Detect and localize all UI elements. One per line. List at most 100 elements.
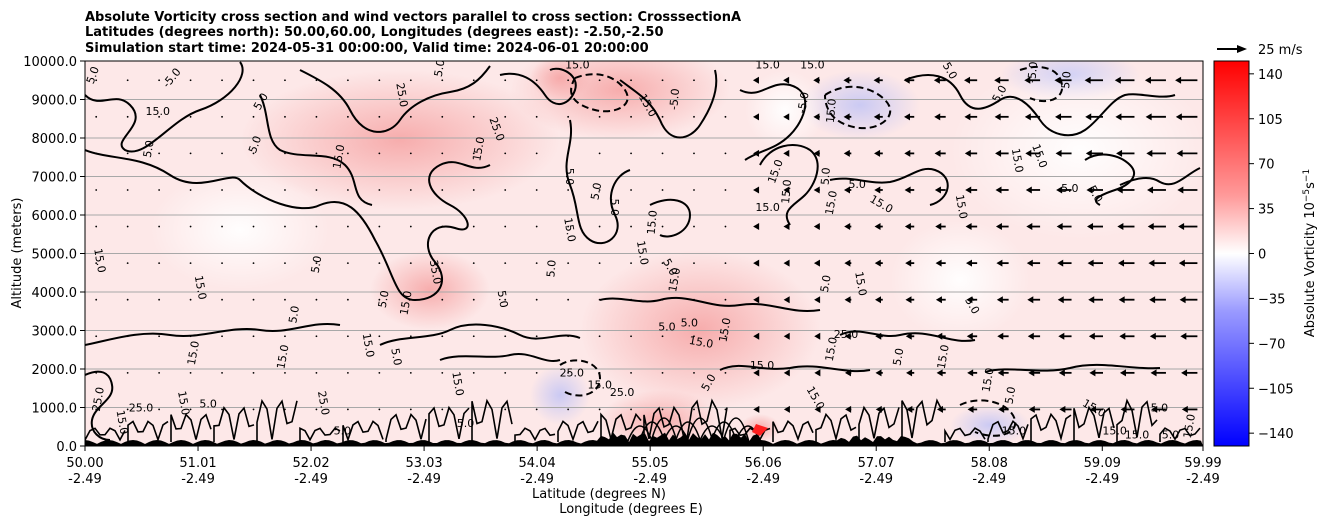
contour-line bbox=[599, 296, 821, 312]
wind-vector-head bbox=[783, 223, 790, 231]
wind-vector-head bbox=[1024, 113, 1031, 121]
wind-vector-head bbox=[1118, 259, 1125, 267]
colorbar-ticks: 140 105 70 35 0 −35 −70 −105 −140 bbox=[1249, 68, 1294, 442]
shade-region bbox=[950, 61, 1203, 240]
wind-vector-head bbox=[843, 149, 850, 157]
colorbar-tick-label: 0 bbox=[1258, 248, 1266, 263]
wind-vector-head bbox=[934, 186, 941, 194]
wind-vector-head bbox=[904, 149, 911, 157]
wind-vector bbox=[472, 298, 475, 301]
wind-vector-head bbox=[753, 296, 760, 304]
wind-vector bbox=[504, 115, 507, 118]
wind-vector-head bbox=[997, 332, 1004, 340]
contour-label: 5.0 bbox=[286, 305, 302, 324]
wind-vector bbox=[472, 189, 475, 191]
wind-vector bbox=[693, 298, 695, 301]
wind-vector bbox=[535, 115, 538, 118]
wind-vector bbox=[535, 225, 538, 228]
y-tick-label: 8000.0 bbox=[32, 132, 78, 147]
wind-vector bbox=[504, 262, 507, 265]
wind-vector bbox=[158, 79, 161, 82]
wind-vector bbox=[346, 189, 349, 191]
colorbar-tick-label: −140 bbox=[1258, 427, 1294, 442]
wind-vector bbox=[158, 335, 161, 338]
surface-contour-line bbox=[514, 427, 556, 442]
wind-vector-head bbox=[1118, 296, 1125, 304]
wind-vector bbox=[567, 408, 570, 411]
surface-contour-line bbox=[944, 427, 986, 442]
contour-label: 5.0 bbox=[246, 134, 264, 155]
wind-vector bbox=[95, 371, 98, 374]
surface-contour-line bbox=[557, 420, 599, 442]
contour-label: 25.0 bbox=[610, 386, 635, 399]
wind-vector bbox=[284, 371, 286, 374]
wind-vector-head bbox=[994, 113, 1001, 121]
wind-vector bbox=[346, 225, 349, 228]
wind-vector bbox=[126, 189, 129, 191]
contour-label: 15.0 bbox=[330, 143, 347, 169]
wind-vector-head bbox=[813, 186, 820, 194]
wind-vector-head bbox=[1178, 223, 1185, 231]
wind-vector-head bbox=[783, 259, 790, 267]
wind-vector bbox=[598, 115, 601, 118]
wind-vector bbox=[724, 225, 727, 228]
wind-vector bbox=[661, 335, 664, 338]
y-tick-label: 3000.0 bbox=[32, 325, 78, 340]
wind-vector bbox=[630, 79, 632, 82]
contour-label: 5.0 bbox=[588, 182, 604, 201]
contour-label: 15.0 bbox=[1125, 428, 1150, 441]
contour-label: 5.0 bbox=[1059, 71, 1073, 90]
wind-vector-head bbox=[753, 405, 760, 413]
wind-vector bbox=[378, 371, 381, 374]
wind-vector-head bbox=[753, 369, 760, 377]
wind-vector-head bbox=[1058, 369, 1065, 377]
wind-vector bbox=[252, 189, 255, 191]
wind-vector bbox=[409, 371, 412, 374]
surface-contour-line bbox=[256, 398, 298, 442]
x-tick-label-lat: 55.05 bbox=[632, 456, 669, 471]
wind-vector bbox=[252, 152, 255, 155]
x-tick-label-lon: -2.49 bbox=[520, 472, 554, 487]
y-tick-label: 0.0 bbox=[56, 440, 77, 455]
colorbar-tick-label: −35 bbox=[1258, 292, 1285, 307]
wind-vector bbox=[378, 189, 381, 191]
wind-vector bbox=[504, 152, 507, 155]
wind-vector-head bbox=[1056, 186, 1063, 194]
surface-contour-line bbox=[1159, 427, 1201, 442]
wind-vector-head bbox=[1151, 405, 1158, 413]
wind-vector bbox=[378, 152, 381, 155]
wind-vector-head bbox=[783, 332, 790, 340]
wind-vector bbox=[724, 262, 727, 265]
y-tick-label: 7000.0 bbox=[32, 171, 78, 186]
wind-vector bbox=[441, 189, 444, 191]
y-tick-label: 2000.0 bbox=[32, 363, 78, 378]
wind-vector bbox=[252, 115, 255, 118]
wind-vector-head bbox=[753, 113, 760, 121]
contour-label: 5.0 bbox=[891, 347, 907, 366]
contour-label: 25.0 bbox=[560, 367, 585, 380]
wind-vector-head bbox=[903, 76, 910, 84]
contour-line bbox=[85, 370, 114, 441]
wind-vector bbox=[724, 408, 727, 411]
wind-vector-head bbox=[1178, 259, 1185, 267]
wind-vector bbox=[346, 335, 349, 338]
surface-contour-line bbox=[342, 420, 384, 443]
contour-label: 15.0 bbox=[823, 190, 840, 216]
wind-vector-head bbox=[1179, 296, 1186, 304]
wind-vector-head bbox=[994, 76, 1001, 84]
x-tick-label-lon: -2.49 bbox=[294, 472, 328, 487]
colorbar-label: Absolute Vorticity 10−5s−1 bbox=[1302, 169, 1318, 337]
contour-label: 5.0 bbox=[334, 424, 352, 437]
colorbar-tick-label: 35 bbox=[1258, 203, 1275, 218]
wind-vector-head bbox=[1057, 296, 1064, 304]
wind-vector bbox=[693, 79, 695, 82]
contour-line bbox=[759, 144, 819, 226]
wind-vector bbox=[630, 408, 632, 411]
wind-vector bbox=[95, 298, 98, 301]
surface-contour-line bbox=[772, 420, 814, 442]
wind-vector-head bbox=[1087, 259, 1094, 267]
wind-vector bbox=[221, 371, 223, 374]
contour-label: 25.0 bbox=[834, 328, 859, 341]
wind-vector-head bbox=[813, 76, 820, 84]
wind-vector bbox=[95, 79, 98, 82]
